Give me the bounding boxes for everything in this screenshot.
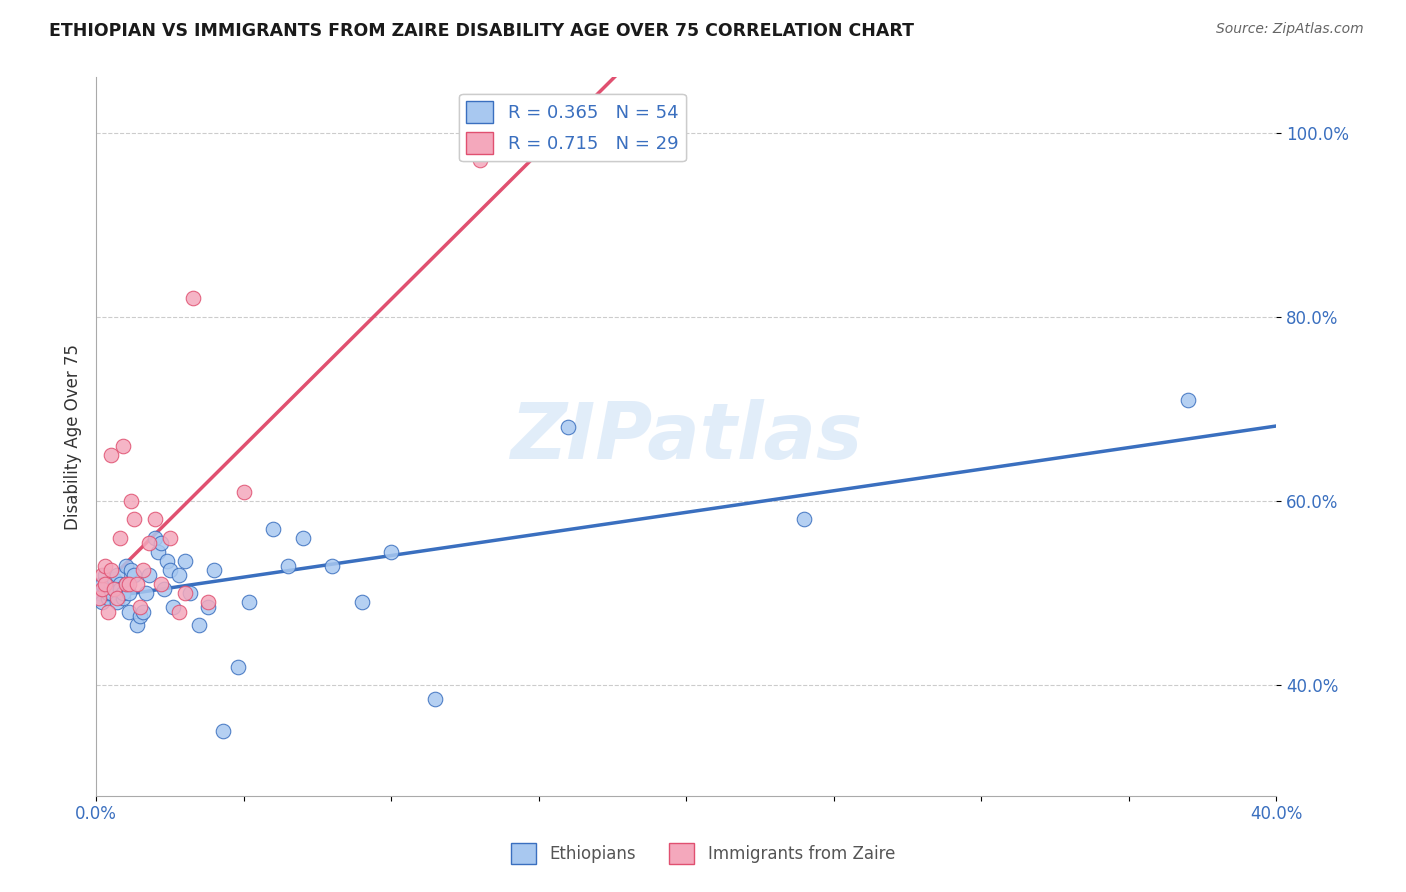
- Point: [143, 531, 166, 545]
- Point: [111, 591, 134, 605]
- Point: [321, 558, 343, 573]
- Point: [124, 512, 146, 526]
- Point: [117, 586, 139, 600]
- Point: [202, 563, 225, 577]
- Point: [232, 484, 254, 499]
- Point: [105, 595, 128, 609]
- Point: [87, 586, 110, 600]
- Point: [277, 558, 299, 573]
- Point: [105, 567, 128, 582]
- Point: [173, 586, 195, 600]
- Point: [138, 567, 160, 582]
- Point: [103, 572, 125, 586]
- Point: [91, 595, 114, 609]
- Point: [117, 577, 139, 591]
- Point: [150, 535, 173, 549]
- Point: [173, 554, 195, 568]
- Point: [100, 563, 122, 577]
- Point: [111, 439, 134, 453]
- Point: [226, 660, 249, 674]
- Point: [94, 577, 117, 591]
- Point: [153, 582, 176, 596]
- Point: [111, 586, 134, 600]
- Point: [127, 577, 149, 591]
- Point: [91, 577, 114, 591]
- Point: [793, 512, 815, 526]
- Point: [91, 567, 114, 582]
- Point: [425, 692, 447, 706]
- Point: [188, 618, 211, 632]
- Point: [100, 448, 122, 462]
- Point: [291, 531, 314, 545]
- Point: [167, 605, 190, 619]
- Point: [146, 545, 169, 559]
- Point: [114, 558, 136, 573]
- Point: [179, 586, 201, 600]
- Point: [129, 599, 152, 614]
- Point: [150, 577, 173, 591]
- Point: [129, 609, 152, 624]
- Text: ETHIOPIAN VS IMMIGRANTS FROM ZAIRE DISABILITY AGE OVER 75 CORRELATION CHART: ETHIOPIAN VS IMMIGRANTS FROM ZAIRE DISAB…: [49, 22, 914, 40]
- Point: [91, 582, 114, 596]
- Y-axis label: Disability Age Over 75: Disability Age Over 75: [65, 343, 82, 530]
- Legend: R = 0.365   N = 54, R = 0.715   N = 29: R = 0.365 N = 54, R = 0.715 N = 29: [460, 94, 686, 161]
- Point: [132, 563, 155, 577]
- Legend: Ethiopians, Immigrants from Zaire: Ethiopians, Immigrants from Zaire: [505, 837, 901, 871]
- Point: [138, 535, 160, 549]
- Point: [124, 567, 146, 582]
- Point: [87, 591, 110, 605]
- Point: [114, 577, 136, 591]
- Text: ZIPatlas: ZIPatlas: [510, 399, 862, 475]
- Point: [103, 582, 125, 596]
- Point: [262, 522, 284, 536]
- Point: [557, 420, 579, 434]
- Point: [127, 618, 149, 632]
- Point: [94, 582, 117, 596]
- Point: [117, 605, 139, 619]
- Point: [100, 577, 122, 591]
- Point: [114, 577, 136, 591]
- Point: [197, 595, 219, 609]
- Point: [97, 591, 120, 605]
- Point: [162, 599, 184, 614]
- Point: [108, 582, 131, 596]
- Point: [121, 494, 143, 508]
- Point: [159, 563, 181, 577]
- Point: [183, 292, 205, 306]
- Point: [1177, 392, 1199, 407]
- Point: [100, 586, 122, 600]
- Point: [105, 591, 128, 605]
- Point: [350, 595, 373, 609]
- Point: [167, 567, 190, 582]
- Point: [121, 563, 143, 577]
- Point: [238, 595, 260, 609]
- Point: [212, 724, 235, 739]
- Point: [197, 599, 219, 614]
- Point: [108, 531, 131, 545]
- Point: [156, 554, 179, 568]
- Point: [159, 531, 181, 545]
- Point: [97, 586, 120, 600]
- Point: [380, 545, 402, 559]
- Point: [135, 586, 157, 600]
- Text: Source: ZipAtlas.com: Source: ZipAtlas.com: [1216, 22, 1364, 37]
- Point: [143, 512, 166, 526]
- Point: [103, 582, 125, 596]
- Point: [468, 153, 491, 168]
- Point: [108, 577, 131, 591]
- Point: [97, 605, 120, 619]
- Point: [94, 567, 117, 582]
- Point: [94, 558, 117, 573]
- Point: [132, 605, 155, 619]
